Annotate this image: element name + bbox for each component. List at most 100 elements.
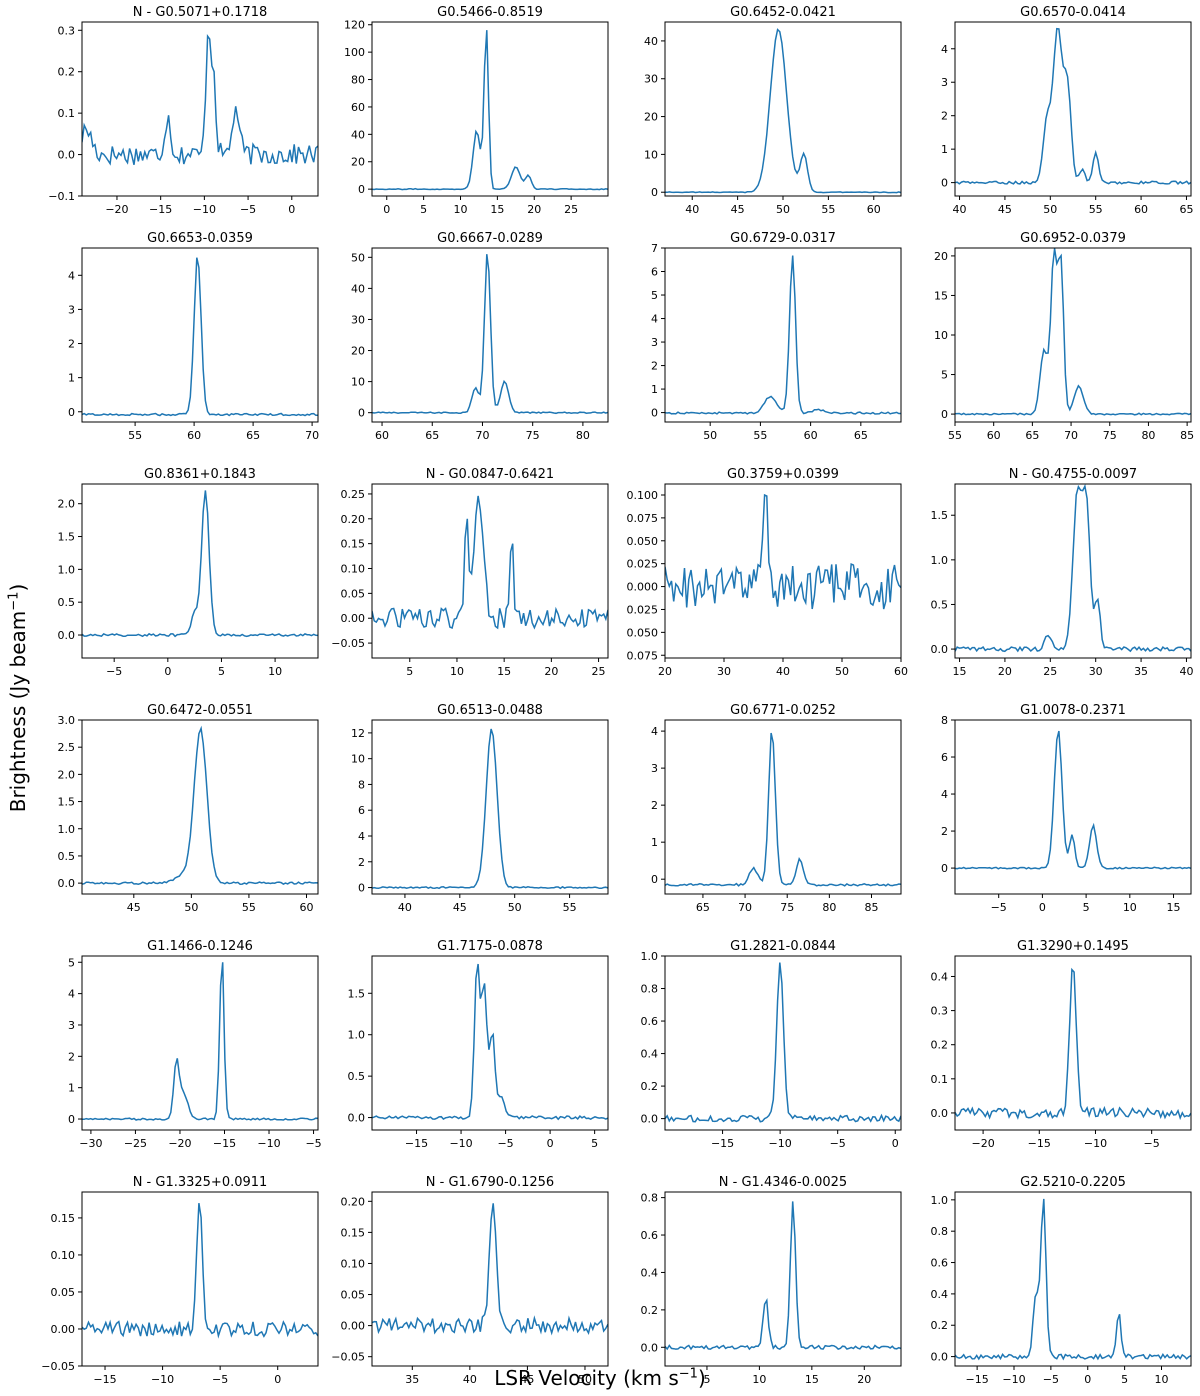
panel-title: G0.6570-0.0414 — [1020, 5, 1126, 20]
x-tick-label: 65 — [696, 901, 710, 914]
panel-title: G0.6513-0.0488 — [437, 703, 543, 718]
x-tick-label: 5 — [1121, 1373, 1128, 1386]
x-tick-label: 65 — [854, 429, 868, 442]
y-tick-label: 0.1 — [931, 1073, 949, 1086]
y-tick-label: 0.1 — [58, 107, 76, 120]
axes-frame — [664, 955, 902, 1131]
x-tick-label: 40 — [463, 1373, 477, 1386]
y-tick-label: 0.6 — [641, 1015, 659, 1028]
y-tick-label: 0.0 — [348, 1112, 366, 1125]
x-tick-label: −15 — [966, 1373, 989, 1386]
x-tick-label: 55 — [948, 429, 962, 442]
y-tick-label: 0 — [651, 873, 658, 886]
y-tick-label: 4 — [68, 988, 75, 1001]
y-tick-label: 0.0 — [58, 149, 76, 162]
y-tick-label: 0.050 — [627, 535, 659, 548]
x-tick-label: 60 — [375, 429, 389, 442]
spectrum-line — [665, 732, 901, 887]
axes-frame — [81, 21, 319, 197]
panel-title: G0.6952-0.0379 — [1020, 231, 1126, 246]
y-axis-label: Brightness (Jy beam−1) — [6, 583, 30, 813]
y-tick-label: 80 — [351, 74, 365, 87]
y-tick-label: 4 — [651, 725, 658, 738]
panel-4: G0.6570-0.0414 40 45 50 55 60 65 0 1 2 3 4 — [941, 5, 1193, 216]
y-tick-label: 1.0 — [931, 1194, 949, 1207]
y-tick-label: 0 — [358, 882, 365, 895]
y-tick-label: 0 — [941, 177, 948, 190]
x-tick-label: −10 — [151, 1373, 174, 1386]
panel-8: G0.6952-0.0379 55 60 65 70 75 80 85 0 5 10 15 20 — [934, 231, 1194, 442]
x-tick-label: 40 — [1179, 665, 1193, 678]
x-tick-label: 20 — [998, 665, 1012, 678]
x-tick-label: 45 — [453, 901, 467, 914]
x-tick-label: 35 — [1134, 665, 1148, 678]
axes-frame — [954, 247, 1192, 423]
x-tick-label: 60 — [987, 429, 1001, 442]
spectrum-line — [372, 963, 608, 1121]
y-tick-label: 0.25 — [341, 488, 366, 501]
y-tick-label: 1 — [651, 383, 658, 396]
axes-frame — [664, 1191, 902, 1367]
panel-7: G0.6729-0.0317 50 55 60 65 0 1 2 3 4 5 6 7 — [651, 231, 902, 442]
y-tick-label: 0.2 — [641, 1304, 659, 1317]
y-tick-label: 0.6 — [931, 1257, 949, 1270]
x-tick-label: 60 — [187, 429, 201, 442]
y-tick-label: 0.2 — [931, 1319, 949, 1332]
x-tick-label: 55 — [563, 901, 577, 914]
y-tick-label: 2 — [68, 1050, 75, 1063]
y-tick-label: 0.15 — [341, 1226, 366, 1239]
x-tick-label: 10 — [454, 203, 468, 216]
y-tick-label: 0.4 — [931, 1288, 949, 1301]
y-tick-label: 0 — [68, 406, 75, 419]
x-tick-label: 55 — [1089, 203, 1103, 216]
axes-frame — [371, 955, 609, 1131]
spectrum-line — [372, 254, 608, 415]
y-tick-label: 7 — [651, 242, 658, 255]
panel-22: N - G1.6790-0.1256 35 40 45 50 −0.05 0.00 0.05 0… — [331, 1175, 609, 1386]
y-tick-label: 1.0 — [348, 1029, 366, 1042]
x-tick-label: 10 — [1123, 901, 1137, 914]
panel-12: N - G0.4755-0.0097 15 20 25 30 35 40 0.0 0.5 1.0 1… — [931, 467, 1194, 678]
x-tick-label: 0 — [288, 203, 295, 216]
panel-title: N - G1.4346-0.0025 — [719, 1175, 847, 1190]
x-tick-label: 65 — [1179, 203, 1193, 216]
x-tick-label: 25 — [592, 665, 606, 678]
y-tick-label: 0.050 — [627, 626, 659, 639]
y-tick-label: 3 — [651, 762, 658, 775]
x-tick-label: 15 — [497, 665, 511, 678]
y-tick-label: 0.4 — [641, 1266, 659, 1279]
spectrum-line — [955, 967, 1191, 1121]
y-tick-label: 0.0 — [58, 629, 76, 642]
y-tick-label: 0.00 — [341, 612, 366, 625]
y-tick-label: 8 — [358, 778, 365, 791]
y-tick-label: 0.0 — [641, 1113, 659, 1126]
y-tick-label: 20 — [934, 250, 948, 263]
y-tick-label: 0 — [651, 186, 658, 199]
y-tick-label: 120 — [344, 19, 365, 32]
x-tick-label: 75 — [1103, 429, 1117, 442]
y-tick-label: 30 — [644, 73, 658, 86]
panel-24: G2.5210-0.2205 −15 −10 −5 0 5 10 0.0 0.2 0.4 0.6 0.… — [931, 1175, 1192, 1386]
x-tick-label: 20 — [544, 665, 558, 678]
y-tick-label: 1.0 — [641, 950, 659, 963]
spectrum-line — [82, 34, 318, 166]
x-tick-label: −5 — [212, 1373, 228, 1386]
spectrum-line — [955, 1198, 1191, 1361]
y-tick-label: 0.2 — [58, 66, 76, 79]
panel-title: G0.8361+0.1843 — [144, 467, 256, 482]
x-tick-label: 0 — [164, 665, 171, 678]
y-tick-label: 4 — [941, 788, 948, 801]
x-tick-label: −15 — [149, 203, 172, 216]
panel-title: G0.6472-0.0551 — [147, 703, 253, 718]
axes-frame — [954, 1191, 1192, 1367]
panel-2: G0.5466-0.8519 0 5 10 15 20 25 0 20 40 60 80 100 120 — [344, 5, 609, 216]
y-tick-label: 6 — [358, 804, 365, 817]
y-tick-label: 0.000 — [627, 581, 659, 594]
y-tick-label: 6 — [651, 266, 658, 279]
x-tick-label: −5 — [305, 1137, 321, 1150]
y-tick-label: 0.20 — [341, 513, 366, 526]
y-tick-label: 0.8 — [641, 983, 659, 996]
axes-frame — [81, 483, 319, 659]
x-axis-label: LSR Velocity (km s−1) — [494, 1366, 706, 1390]
